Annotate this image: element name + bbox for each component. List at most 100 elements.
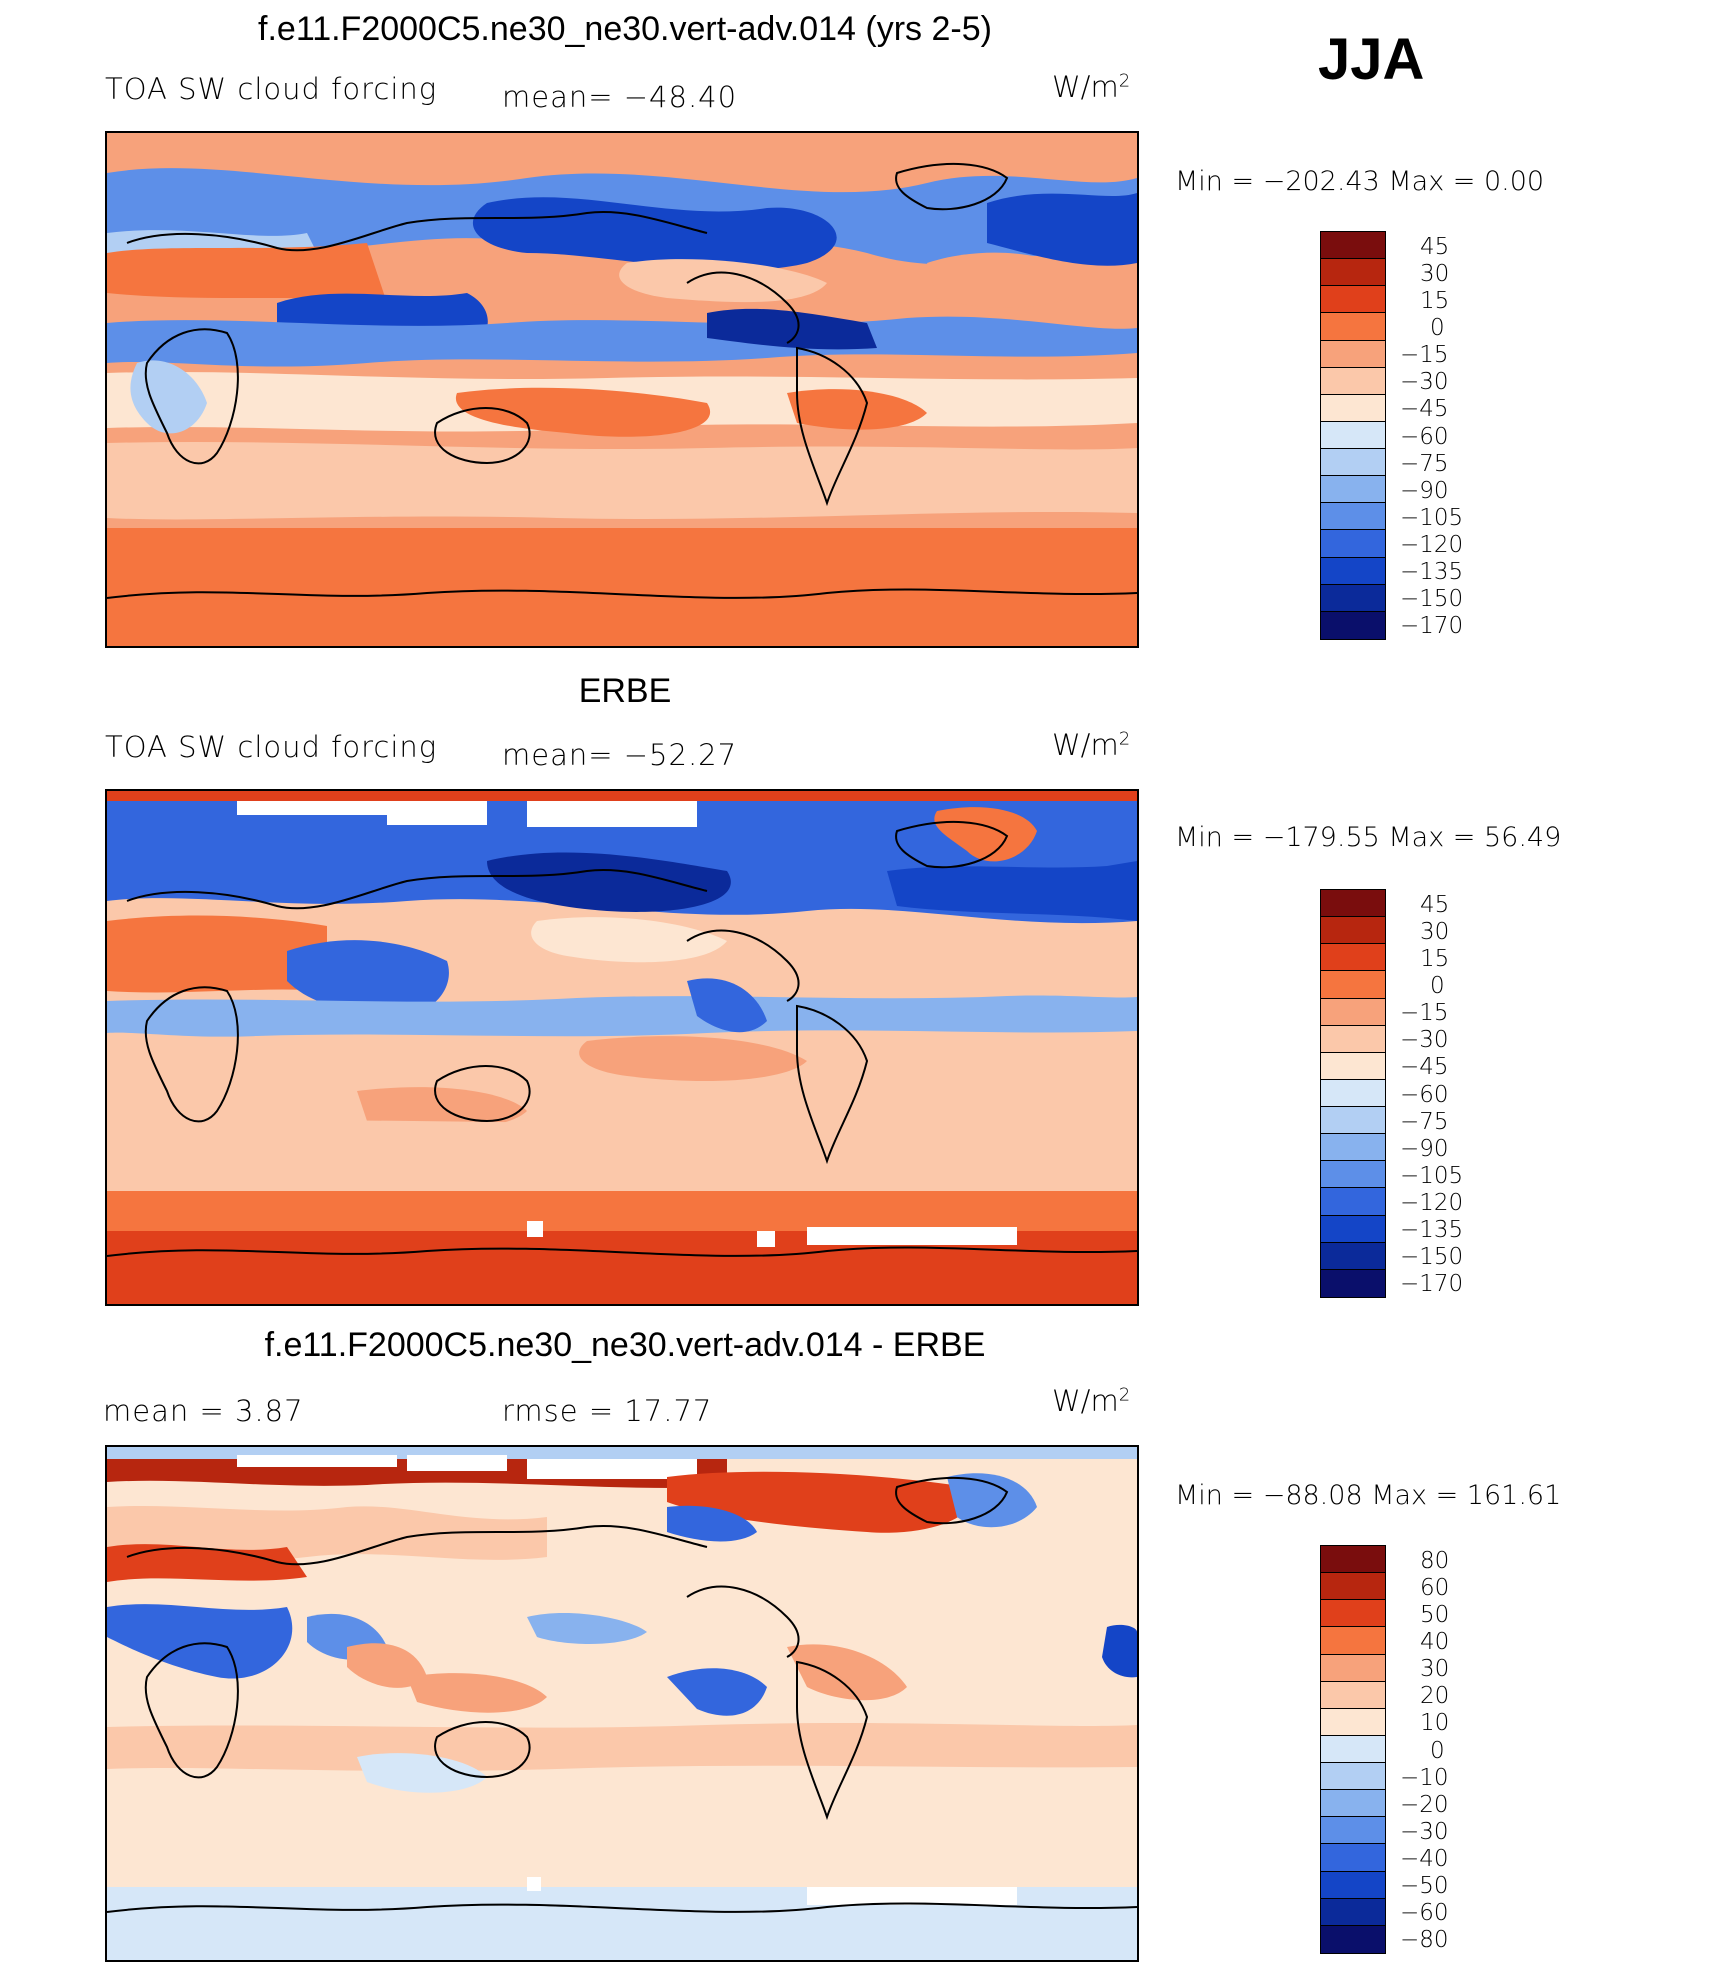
colorbar-tick-label: 15 [1420, 945, 1450, 972]
panel-1-colorbar [1320, 231, 1386, 640]
panel-1-map [105, 131, 1139, 648]
colorbar-swatch [1321, 1134, 1385, 1162]
global-map-difference-icon [107, 1447, 1137, 1960]
colorbar-tick-label: −170 [1400, 613, 1464, 640]
colorbar-swatch [1321, 1790, 1385, 1818]
colorbar-swatch [1321, 584, 1385, 612]
panel-2-units: W/m2 [1052, 728, 1131, 762]
colorbar-swatch [1321, 476, 1385, 504]
colorbar-tick-label: −30 [1400, 1818, 1449, 1845]
colorbar-swatch [1321, 971, 1385, 999]
colorbar-swatch [1321, 1161, 1385, 1189]
colorbar-tick-label: −60 [1400, 1081, 1449, 1108]
colorbar-tick-label: −60 [1400, 1900, 1449, 1927]
colorbar-tick-label: −170 [1400, 1271, 1464, 1298]
colorbar-swatch [1321, 1025, 1385, 1053]
colorbar-swatch [1321, 421, 1385, 449]
colorbar-tick-label: −50 [1400, 1873, 1449, 1900]
panel-3-colorbar-ticks: 80 60 50 40 30 20 10 0 −10 −20 −30 −40 −50 −60 −80 [1400, 1545, 1520, 1954]
colorbar-tick-label: 60 [1420, 1574, 1450, 1601]
colorbar-swatch [1321, 1269, 1385, 1297]
colorbar-swatch [1321, 1817, 1385, 1845]
colorbar-swatch [1321, 530, 1385, 558]
colorbar-tick-label: −20 [1400, 1791, 1449, 1818]
colorbar-swatch [1321, 1600, 1385, 1628]
panel-2-minmax: Min = −179.55 Max = 56.49 [1175, 822, 1562, 853]
panel-2-colorbar [1320, 889, 1386, 1298]
colorbar-tick-label: 50 [1420, 1601, 1450, 1628]
colorbar-tick-label: 30 [1420, 260, 1450, 287]
panel-1-colorbar-ticks: 45 30 15 0 −15 −30 −45 −60 −75 −90 −105 −120 −135 −15… [1400, 231, 1520, 640]
colorbar-tick-label: 10 [1420, 1710, 1450, 1737]
colorbar-swatch [1321, 1763, 1385, 1791]
colorbar-swatch [1321, 1573, 1385, 1601]
colorbar-swatch [1321, 944, 1385, 972]
colorbar-tick-label: 20 [1420, 1683, 1450, 1710]
colorbar-swatch [1321, 449, 1385, 477]
panel-3-units: W/m2 [1052, 1384, 1131, 1418]
colorbar-tick-label: −120 [1400, 532, 1464, 559]
colorbar-tick-label: −45 [1400, 396, 1449, 423]
colorbar-swatch [1321, 1681, 1385, 1709]
colorbar-swatch [1321, 1844, 1385, 1872]
colorbar-swatch [1321, 313, 1385, 341]
colorbar-tick-label: 45 [1420, 891, 1450, 918]
colorbar-swatch [1321, 1107, 1385, 1135]
season-label: JJA [1318, 27, 1425, 92]
colorbar-tick-label: 0 [1430, 1737, 1445, 1764]
panel-3-title: f.e11.F2000C5.ne30_ne30.vert-adv.014 - E… [264, 1326, 986, 1364]
colorbar-swatch [1321, 998, 1385, 1026]
panel-2-title: ERBE [578, 672, 672, 710]
panel-2-variable-label: TOA SW cloud forcing [105, 730, 438, 764]
colorbar-tick-label: 30 [1420, 918, 1450, 945]
colorbar-tick-label: −60 [1400, 423, 1449, 450]
colorbar-tick-label: −15 [1400, 1000, 1449, 1027]
panel-2-mean-label: mean= −52.27 [502, 738, 738, 772]
colorbar-tick-label: −150 [1400, 586, 1464, 613]
colorbar-tick-label: −120 [1400, 1190, 1464, 1217]
panel-1-units: W/m2 [1052, 70, 1131, 104]
colorbar-tick-label: −30 [1400, 1027, 1449, 1054]
colorbar-swatch [1321, 1925, 1385, 1953]
colorbar-tick-label: −105 [1400, 1162, 1464, 1189]
colorbar-swatch [1321, 1708, 1385, 1736]
colorbar-tick-label: −40 [1400, 1846, 1449, 1873]
colorbar-tick-label: −105 [1400, 504, 1464, 531]
colorbar-swatch [1321, 557, 1385, 585]
colorbar-tick-label: −135 [1400, 559, 1464, 586]
colorbar-swatch [1321, 394, 1385, 422]
colorbar-tick-label: −15 [1400, 342, 1449, 369]
colorbar-tick-label: 30 [1420, 1656, 1450, 1683]
panel-3-minmax: Min = −88.08 Max = 161.61 [1175, 1480, 1562, 1511]
colorbar-tick-label: −135 [1400, 1217, 1464, 1244]
colorbar-swatch [1321, 367, 1385, 395]
colorbar-swatch [1321, 1188, 1385, 1216]
colorbar-swatch [1321, 259, 1385, 287]
colorbar-tick-label: 45 [1420, 233, 1450, 260]
colorbar-swatch [1321, 890, 1385, 918]
panel-3-colorbar [1320, 1545, 1386, 1954]
panel-1-title: f.e11.F2000C5.ne30_ne30.vert-adv.014 (yr… [258, 10, 992, 48]
colorbar-swatch [1321, 1242, 1385, 1270]
colorbar-tick-label: −90 [1400, 1135, 1449, 1162]
panel-3-mean-label: mean = 3.87 [103, 1394, 304, 1428]
panel-2-map [105, 789, 1139, 1306]
colorbar-swatch [1321, 1627, 1385, 1655]
colorbar-tick-label: 40 [1420, 1628, 1450, 1655]
colorbar-swatch [1321, 1898, 1385, 1926]
colorbar-swatch [1321, 611, 1385, 639]
colorbar-tick-label: −75 [1400, 1108, 1449, 1135]
colorbar-swatch [1321, 1654, 1385, 1682]
colorbar-tick-label: 0 [1430, 972, 1445, 999]
colorbar-tick-label: −30 [1400, 369, 1449, 396]
panel-1-mean-label: mean= −48.40 [502, 80, 738, 114]
colorbar-swatch [1321, 503, 1385, 531]
colorbar-swatch [1321, 1546, 1385, 1574]
colorbar-tick-label: −150 [1400, 1244, 1464, 1271]
colorbar-tick-label: −45 [1400, 1054, 1449, 1081]
colorbar-swatch [1321, 1871, 1385, 1899]
colorbar-tick-label: −80 [1400, 1927, 1449, 1954]
colorbar-swatch [1321, 1052, 1385, 1080]
colorbar-swatch [1321, 1079, 1385, 1107]
colorbar-tick-label: 15 [1420, 287, 1450, 314]
